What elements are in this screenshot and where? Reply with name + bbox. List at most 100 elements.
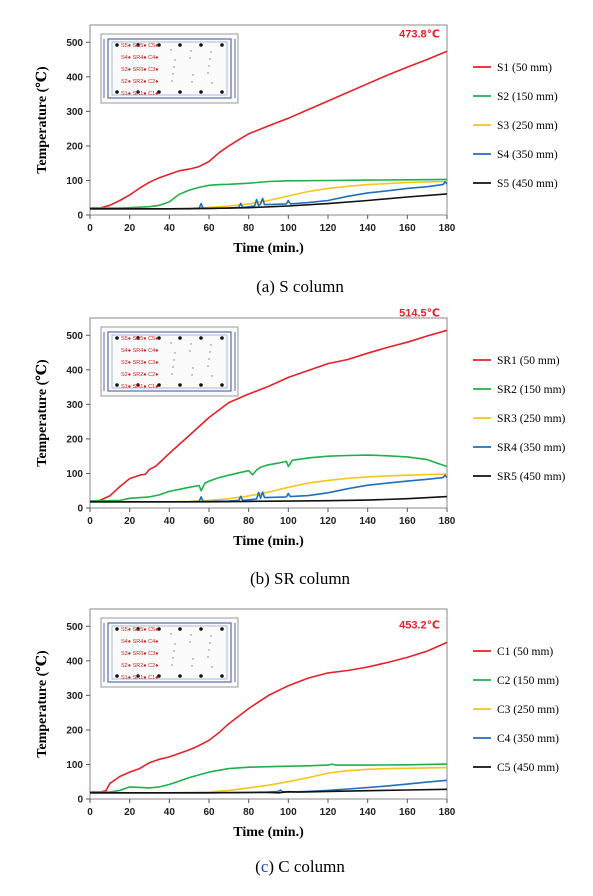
figure-caption: (b) SR column — [250, 569, 351, 588]
inset-steel-outline — [107, 622, 232, 683]
y-tick-label: 0 — [77, 504, 83, 515]
x-tick-label: 0 — [87, 516, 93, 527]
inset-rebar — [136, 43, 140, 47]
x-tick-label: 80 — [243, 516, 255, 527]
inset-rebar — [115, 43, 119, 47]
caption-prefix: (b — [250, 569, 264, 588]
inset-frame — [100, 33, 239, 104]
inset-thermocouple-label: S3● SR3● C3● — [121, 651, 158, 657]
y-axis-label: Temperature (℃) — [35, 66, 50, 174]
inset-aggregate-dot — [191, 81, 193, 83]
inset-steel-outline — [107, 331, 232, 392]
inset-aggregate-dot — [174, 643, 176, 645]
legend-entry: S5 (450 mm) — [497, 178, 558, 190]
inset-aggregate-dot — [191, 665, 193, 667]
x-axis-label: Time (min.) — [233, 241, 304, 256]
inset-rebar — [178, 383, 182, 387]
x-tick-label: 100 — [280, 516, 297, 527]
caption-prefix: (a — [256, 277, 270, 296]
inset-rebar — [136, 383, 140, 387]
legend-entry: SR4 (350 mm) — [497, 442, 566, 454]
inset-aggregate-dot — [172, 366, 174, 368]
legend-entry: S2 (150 mm) — [497, 91, 558, 103]
y-tick-label: 0 — [77, 795, 83, 806]
caption-rest: ) SR column — [264, 569, 350, 588]
y-axis-label: Temperature (℃) — [35, 359, 50, 467]
legend-entry: S1 (50 mm) — [497, 62, 552, 74]
figure-caption: (c) C column — [255, 857, 345, 876]
y-tick-label: 400 — [66, 365, 83, 376]
inset-rebar — [199, 383, 203, 387]
series-line-s2 — [90, 178, 448, 209]
x-axis-label: Time (min.) — [233, 825, 304, 840]
series-line-c5 — [90, 788, 448, 794]
inset-rebar — [220, 336, 224, 340]
inset-aggregate-dot — [208, 358, 210, 360]
inset-rebar — [136, 336, 140, 340]
inset-aggregate-dot — [189, 350, 191, 352]
x-tick-label: 60 — [203, 223, 215, 234]
inset-aggregate-dot — [192, 74, 194, 76]
inset-rebar — [178, 674, 182, 678]
x-tick-label: 180 — [439, 807, 456, 818]
x-tick-label: 140 — [359, 807, 376, 818]
inset-aggregate-dot — [174, 59, 176, 61]
inset-aggregate-dot — [209, 58, 211, 60]
series-line-sr1 — [89, 329, 448, 502]
inset-thermocouple-label: S1● SR1● C1● — [121, 91, 158, 97]
caption-letter: c — [261, 857, 269, 876]
peak-temperature-label: 514.5℃ — [399, 307, 440, 319]
x-tick-label: 0 — [87, 807, 93, 818]
caption-rest: ) S column — [269, 277, 344, 296]
inset-rebar — [178, 336, 182, 340]
series-line-c2 — [90, 763, 448, 793]
inset-rebar — [178, 627, 182, 631]
inset-steel-inner — [111, 625, 228, 680]
inset-aggregate-dot — [211, 666, 213, 668]
inset-rebar — [199, 43, 203, 47]
y-tick-label: 200 — [66, 725, 83, 736]
x-tick-label: 40 — [164, 516, 176, 527]
x-tick-label: 80 — [243, 807, 255, 818]
inset-aggregate-dot — [209, 642, 211, 644]
inset-rebar — [115, 90, 119, 94]
x-tick-label: 160 — [399, 516, 416, 527]
x-tick-label: 180 — [439, 516, 456, 527]
inset-aggregate-dot — [208, 649, 210, 651]
x-tick-label: 60 — [203, 516, 215, 527]
peak-temperature-label: 453.2℃ — [399, 619, 440, 631]
inset-aggregate-dot — [192, 367, 194, 369]
inset-rebar — [199, 627, 203, 631]
legend-entry: C1 (50 mm) — [497, 646, 553, 658]
inset-rebar — [157, 383, 161, 387]
inset-aggregate-dot — [172, 657, 174, 659]
plot-area-border — [89, 608, 448, 800]
inset-aggregate-dot — [190, 634, 192, 636]
series-line-c1 — [90, 641, 448, 793]
inset-rebar — [115, 627, 119, 631]
caption-prefix: ( — [255, 857, 261, 876]
inset-rebar — [220, 627, 224, 631]
inset-aggregate-dot — [189, 641, 191, 643]
inset-aggregate-dot — [171, 80, 173, 82]
inset-thermocouple-label: S5● SR5● C5● — [121, 336, 158, 342]
inset-thermocouple-label: S5● SR5● C5● — [121, 43, 158, 49]
chart-panel-1: 0 100 200 300 400 500 0 20 40 60 80 100 120 140 160 180… — [35, 24, 558, 296]
inset-rebar — [220, 90, 224, 94]
legend-entry: SR5 (450 mm) — [497, 471, 566, 483]
legend-entry: SR3 (250 mm) — [497, 413, 566, 425]
inset-rebar — [157, 43, 161, 47]
inset-thermocouple-label: S5● SR5● C5● — [121, 627, 158, 633]
inset-aggregate-dot — [207, 365, 209, 367]
inset-frame — [100, 617, 239, 688]
inset-thermocouple-label: S3● SR3● C3● — [121, 67, 158, 73]
chart-panel-2: 0 100 200 300 400 500 0 20 40 60 80 100 120 140 160 180… — [35, 307, 566, 588]
inset-aggregate-dot — [192, 658, 194, 660]
legend-entry: S4 (350 mm) — [497, 149, 558, 161]
series-line-s5 — [90, 193, 448, 210]
inset-rebar — [220, 383, 224, 387]
y-tick-label: 100 — [66, 176, 83, 187]
inset-aggregate-dot — [173, 66, 175, 68]
inset-aggregate-dot — [171, 373, 173, 375]
plot-area-border — [89, 24, 448, 216]
